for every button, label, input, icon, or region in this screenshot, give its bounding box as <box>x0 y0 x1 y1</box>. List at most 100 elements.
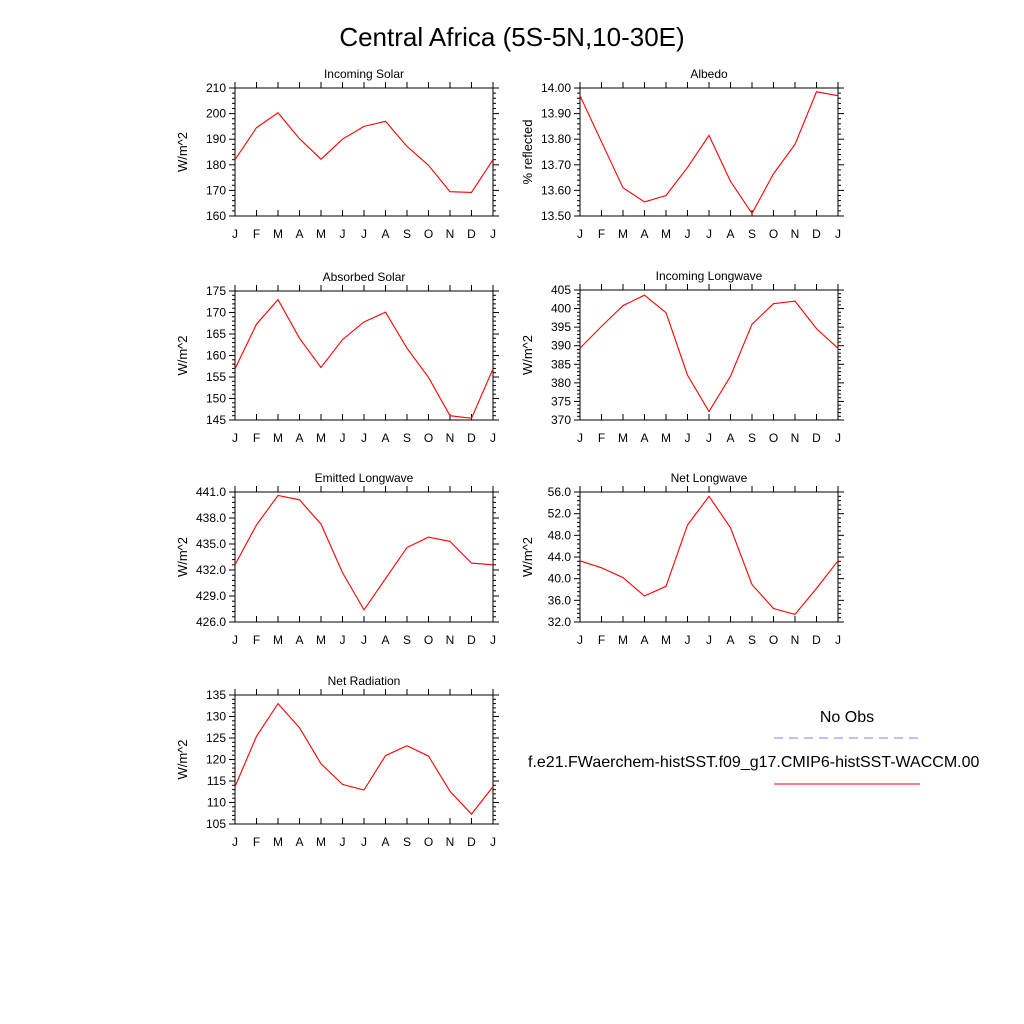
x-tick-label: J <box>706 227 712 241</box>
panel: J F M A M J J A S O N D J145150155160165170175Absorb… <box>175 270 499 445</box>
plot-frame <box>579 491 839 623</box>
series-line <box>234 494 494 611</box>
y-tick-label: 14.00 <box>541 81 571 95</box>
x-tick-label: J <box>361 431 367 445</box>
x-tick-label: D <box>467 431 476 445</box>
x-tick-label: J <box>577 633 583 647</box>
y-tick-label: 13.90 <box>541 107 571 121</box>
x-tick-label: N <box>446 227 455 241</box>
panel-title: Incoming Solar <box>324 67 404 81</box>
x-tick-label: J <box>340 227 346 241</box>
x-tick-label: M <box>661 431 671 445</box>
y-tick-label: 160 <box>206 349 226 363</box>
x-tick-label: J <box>577 227 583 241</box>
y-tick-label: 400 <box>551 302 571 316</box>
series-line <box>579 495 839 616</box>
x-tick-label: D <box>812 633 821 647</box>
panel-title: Albedo <box>690 67 728 81</box>
y-tick-label: 380 <box>551 376 571 390</box>
x-tick-label: N <box>791 633 800 647</box>
x-tick-label: M <box>316 835 326 849</box>
x-tick-label: F <box>598 227 605 241</box>
panel: J F M A M J J A S O N D J426.0429.0432.0435.0438.044… <box>175 471 499 647</box>
panel-title: Emitted Longwave <box>315 471 414 485</box>
x-tick-label: O <box>424 633 433 647</box>
y-tick-label: 435.0 <box>196 537 226 551</box>
x-tick-label: A <box>295 431 303 445</box>
y-tick-label: 52.0 <box>548 507 572 521</box>
y-tick-label: 150 <box>206 392 226 406</box>
x-tick-label: A <box>381 431 389 445</box>
x-tick-label: S <box>748 431 756 445</box>
series-line <box>234 702 494 815</box>
x-tick-label: N <box>791 431 800 445</box>
x-tick-label: J <box>685 431 691 445</box>
x-tick-label: M <box>273 835 283 849</box>
x-tick-label: A <box>726 633 734 647</box>
x-tick-label: A <box>381 633 389 647</box>
x-tick-label: A <box>295 835 303 849</box>
y-tick-label: 13.60 <box>541 183 571 197</box>
x-tick-label: S <box>403 633 411 647</box>
y-tick-label: 105 <box>206 817 226 831</box>
y-tick-label: 170 <box>206 306 226 320</box>
x-tick-label: M <box>661 633 671 647</box>
x-tick-label: A <box>726 431 734 445</box>
x-tick-label: S <box>403 431 411 445</box>
x-tick-label: M <box>273 431 283 445</box>
x-tick-label: F <box>598 431 605 445</box>
x-tick-label: M <box>618 431 628 445</box>
panel-title: Incoming Longwave <box>656 269 763 283</box>
x-tick-label: J <box>490 431 496 445</box>
x-tick-label: D <box>812 431 821 445</box>
x-tick-label: D <box>467 227 476 241</box>
y-tick-label: 56.0 <box>548 485 572 499</box>
x-tick-label: J <box>232 227 238 241</box>
x-tick-label: J <box>340 431 346 445</box>
plot-frame <box>234 290 494 421</box>
y-axis-label: W/m^2 <box>175 537 190 577</box>
x-tick-label: J <box>685 227 691 241</box>
figure-title: Central Africa (5S-5N,10-30E) <box>339 22 684 52</box>
panels: J F M A M J J A S O N D J160170180190200210Incoming … <box>175 67 844 849</box>
y-tick-label: 13.70 <box>541 158 571 172</box>
y-tick-label: 429.0 <box>196 589 226 603</box>
x-tick-label: F <box>598 633 605 647</box>
plot-frame <box>579 87 839 217</box>
panel-title: Net Radiation <box>328 674 401 688</box>
series-line <box>234 112 494 193</box>
x-tick-label: M <box>316 431 326 445</box>
y-tick-label: 13.80 <box>541 132 571 146</box>
series-line <box>579 294 839 413</box>
y-tick-label: 44.0 <box>548 550 572 564</box>
x-tick-label: J <box>232 431 238 445</box>
x-tick-label: J <box>340 633 346 647</box>
x-tick-label: O <box>769 431 778 445</box>
panel-title: Net Longwave <box>671 471 748 485</box>
x-tick-label: J <box>835 431 841 445</box>
y-tick-label: 160 <box>206 209 226 223</box>
x-tick-label: A <box>640 431 648 445</box>
y-tick-label: 36.0 <box>548 593 572 607</box>
y-tick-label: 165 <box>206 327 226 341</box>
x-tick-label: J <box>685 633 691 647</box>
series-line <box>579 91 839 215</box>
y-tick-label: 390 <box>551 339 571 353</box>
y-tick-label: 120 <box>206 753 226 767</box>
x-tick-label: J <box>361 835 367 849</box>
x-tick-label: J <box>835 227 841 241</box>
x-tick-label: F <box>253 227 260 241</box>
y-axis-label: % reflected <box>520 119 535 184</box>
y-tick-label: 48.0 <box>548 528 572 542</box>
y-tick-label: 40.0 <box>548 572 572 586</box>
x-tick-label: F <box>253 835 260 849</box>
y-tick-label: 190 <box>206 132 226 146</box>
panel-title: Absorbed Solar <box>323 270 406 284</box>
y-tick-label: 370 <box>551 413 571 427</box>
y-tick-label: 405 <box>551 283 571 297</box>
plot-frame <box>234 694 494 825</box>
x-tick-label: J <box>232 835 238 849</box>
plot-frame <box>234 491 494 623</box>
x-tick-label: M <box>618 227 628 241</box>
